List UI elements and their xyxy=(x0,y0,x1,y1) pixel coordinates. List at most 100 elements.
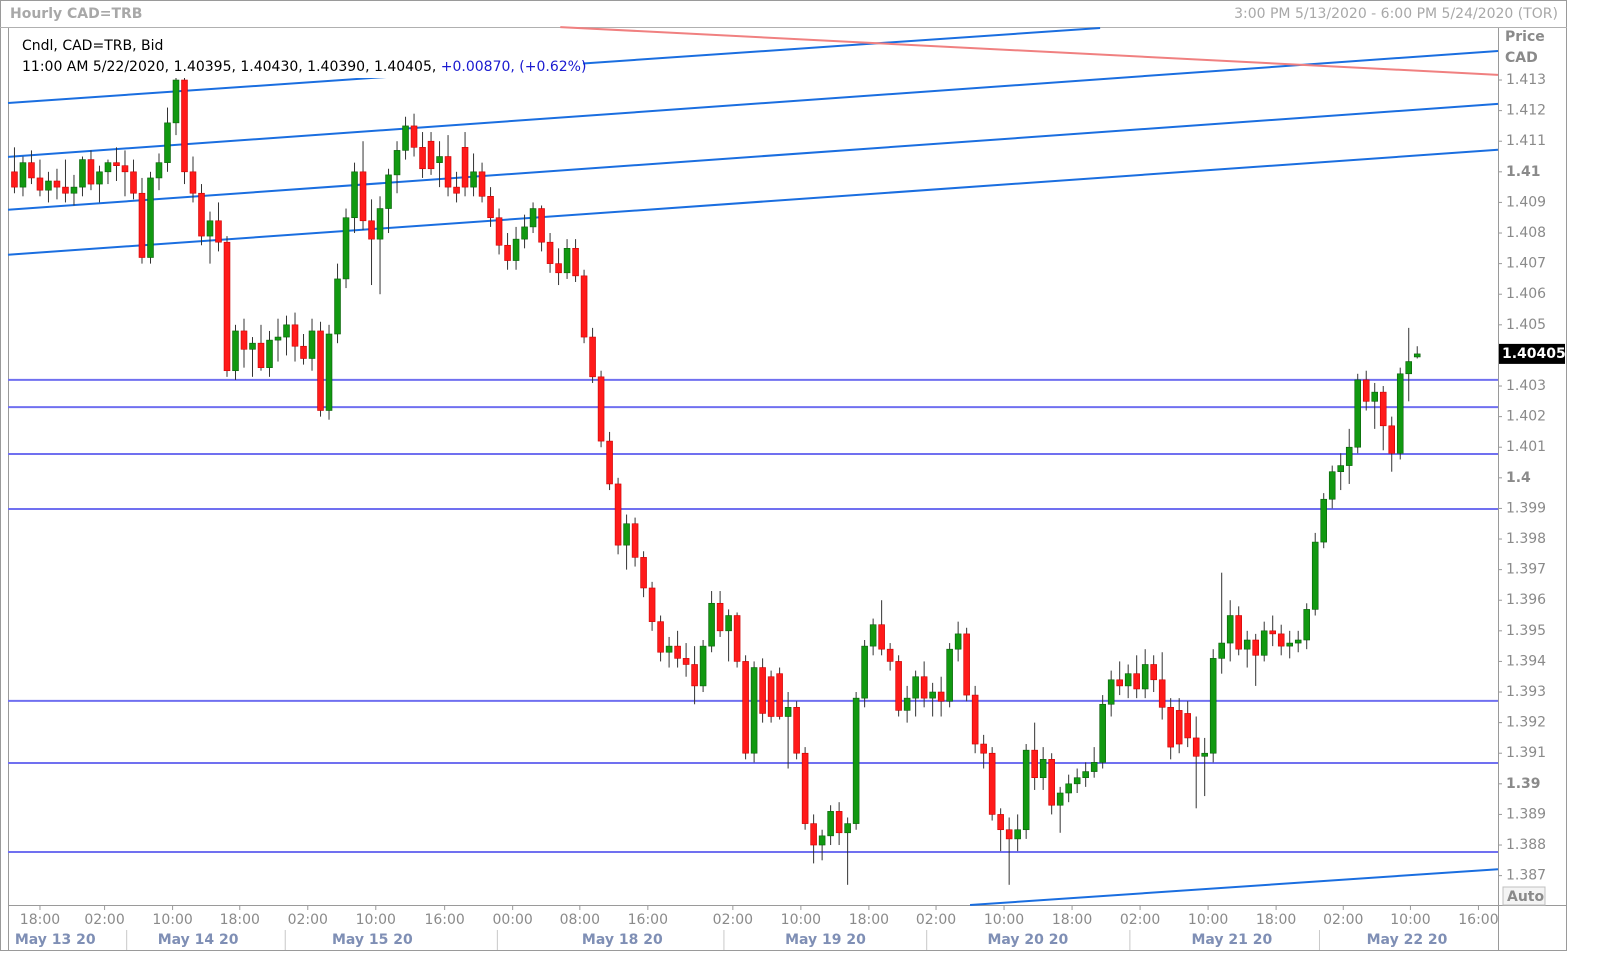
y-tick-label: 1.39 xyxy=(1506,776,1541,792)
candle-body xyxy=(487,196,494,219)
trend-line xyxy=(7,102,1499,211)
candle-body xyxy=(1413,353,1421,358)
candle-body xyxy=(1294,639,1302,644)
x-tick-label: 10:00 xyxy=(984,912,1024,928)
candle-body xyxy=(971,694,979,745)
candle-body xyxy=(11,171,18,188)
candle-body xyxy=(623,523,630,546)
candle-body xyxy=(699,645,707,687)
candle-body xyxy=(1311,541,1319,610)
candle-body xyxy=(113,162,120,167)
candle-body xyxy=(886,648,894,662)
candle-body xyxy=(325,333,333,411)
candle-body xyxy=(937,691,945,702)
y-tick-label: 1.413 xyxy=(1506,72,1546,88)
x-tick-label: 08:00 xyxy=(560,912,600,928)
y-tick-label: 1.396 xyxy=(1506,592,1546,608)
candle-body xyxy=(1073,777,1081,785)
trend-line xyxy=(7,49,1499,158)
y-tick-label: 1.41 xyxy=(1506,164,1541,180)
candle-body xyxy=(572,248,579,277)
candle-body xyxy=(1107,679,1115,705)
x-tick-label: 16:00 xyxy=(424,912,464,928)
x-tick-label: 18:00 xyxy=(220,912,260,928)
x-tick-label: 18:00 xyxy=(849,912,889,928)
x-tick-label: 16:00 xyxy=(628,912,668,928)
x-tick-label: 10:00 xyxy=(1188,912,1228,928)
x-tick-label: 18:00 xyxy=(1256,912,1296,928)
candle-body xyxy=(1005,829,1013,840)
candle-body xyxy=(1056,792,1064,806)
candle-body xyxy=(963,633,970,696)
candle-body xyxy=(79,159,86,188)
candle-body xyxy=(1235,615,1242,650)
candle-body xyxy=(657,621,664,653)
y-tick-label: 1.405 xyxy=(1506,317,1546,333)
x-tick-label: 02:00 xyxy=(916,912,956,928)
candle-body xyxy=(164,122,171,163)
x-tick-label: 10:00 xyxy=(781,912,821,928)
candle-body xyxy=(1252,639,1259,656)
y-axis-label: CAD xyxy=(1505,50,1538,66)
candle-body xyxy=(274,336,282,341)
candle-body xyxy=(869,624,877,647)
candle-body xyxy=(1405,361,1413,375)
y-tick-label: 1.397 xyxy=(1506,562,1546,578)
x-tick-label: 00:00 xyxy=(492,912,532,928)
x-tick-label: 16:00 xyxy=(1458,912,1498,928)
candle-body xyxy=(1141,664,1149,690)
candle-body xyxy=(920,676,928,699)
y-tick-label: 1.406 xyxy=(1506,286,1546,302)
candle-body xyxy=(1065,783,1072,794)
x-tick-label: 02:00 xyxy=(84,912,124,928)
y-tick-label: 1.388 xyxy=(1506,837,1546,853)
candle-body xyxy=(147,177,154,258)
chart-subtitle: 3:00 PM 5/13/2020 - 6:00 PM 5/24/2020 (T… xyxy=(1234,6,1558,22)
y-tick-label: 1.395 xyxy=(1506,623,1546,639)
candle-body xyxy=(946,648,953,702)
candle-body xyxy=(257,342,265,368)
plot-area xyxy=(7,26,1499,906)
candle-body xyxy=(1286,642,1293,647)
candle-body xyxy=(1031,749,1038,779)
candle-body xyxy=(1167,707,1174,748)
date-label: May 15 20 xyxy=(332,932,413,948)
candle-body xyxy=(427,140,435,170)
candle-body xyxy=(385,174,392,209)
info-values: 11:00 AM 5/22/2020, 1.40395, 1.40430, 1.… xyxy=(22,59,436,75)
candle-body xyxy=(62,186,69,194)
candle-body xyxy=(1014,829,1021,840)
candle-body xyxy=(249,342,256,350)
candle-body xyxy=(181,79,188,173)
x-tick-label: 10:00 xyxy=(1390,912,1430,928)
candle-body xyxy=(861,645,868,699)
candle-body xyxy=(36,177,44,191)
scale-mode-box[interactable] xyxy=(1502,886,1546,906)
candle-body xyxy=(988,752,996,815)
candle-body xyxy=(903,697,911,711)
candle-body xyxy=(512,238,520,261)
candle-body xyxy=(1371,391,1379,402)
x-tick-label: 18:00 xyxy=(1052,912,1092,928)
candle-body xyxy=(342,217,350,280)
candle-body xyxy=(45,180,52,191)
y-axis-label: Price xyxy=(1505,29,1545,45)
info-change: +0.00870, (+0.62%) xyxy=(441,59,587,75)
candle-body xyxy=(1158,679,1166,708)
candle-body xyxy=(793,707,800,754)
date-label: May 21 20 xyxy=(1191,932,1272,948)
last-price-label: 1.40405 xyxy=(1502,346,1566,362)
y-tick-label: 1.399 xyxy=(1506,500,1546,516)
candle-body xyxy=(563,248,571,274)
candle-body xyxy=(1039,759,1047,779)
candle-body xyxy=(716,602,724,632)
scale-mode[interactable]: Auto xyxy=(1507,889,1544,905)
date-label: May 13 20 xyxy=(15,932,96,948)
date-label: May 14 20 xyxy=(158,932,239,948)
candle-body xyxy=(852,697,860,824)
candle-body xyxy=(759,667,766,714)
candle-body xyxy=(402,125,409,151)
info-line: 11:00 AM 5/22/2020, 1.40395, 1.40430, 1.… xyxy=(22,59,586,75)
